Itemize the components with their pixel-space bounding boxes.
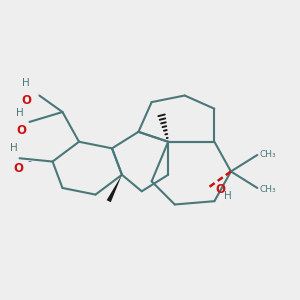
Text: CH₃: CH₃ <box>260 185 277 194</box>
Text: O: O <box>215 183 225 196</box>
Text: O: O <box>21 94 31 107</box>
Text: H: H <box>22 78 30 88</box>
Text: CH₃: CH₃ <box>260 151 277 160</box>
Text: H: H <box>16 108 23 118</box>
Polygon shape <box>107 175 122 202</box>
Text: O: O <box>14 162 23 175</box>
Text: -: - <box>28 156 32 166</box>
Text: O: O <box>16 124 26 136</box>
Text: H: H <box>224 191 232 201</box>
Text: H: H <box>10 143 18 153</box>
